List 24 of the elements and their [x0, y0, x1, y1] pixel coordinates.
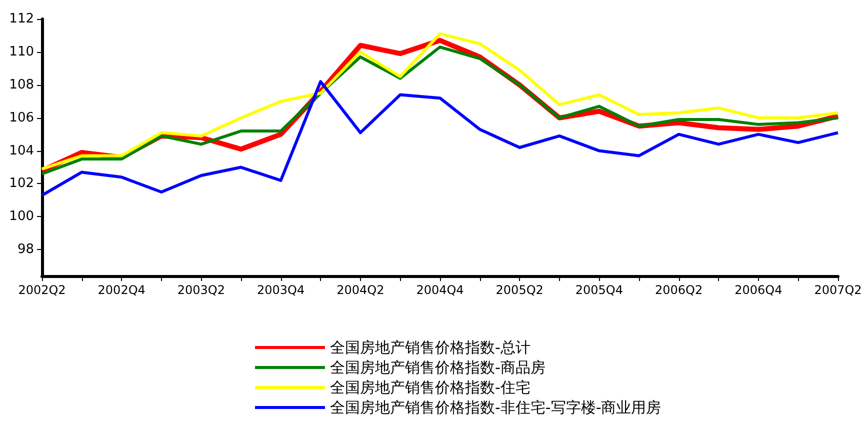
y-tick-label: 98	[17, 242, 34, 258]
x-tick-label: 2006Q2	[654, 283, 703, 297]
x-tick-label: 2006Q4	[734, 283, 782, 297]
x-tick-label: 2004Q4	[416, 283, 464, 297]
legend-label: 全国房地产销售价格指数-商品房	[330, 358, 546, 376]
y-tick-label: 108	[9, 77, 34, 92]
x-tick-label: 2005Q4	[575, 283, 624, 297]
legend-label: 全国房地产销售价格指数-总计	[330, 338, 530, 356]
y-tick-label: 110	[9, 44, 34, 60]
legend-label: 全国房地产销售价格指数-住宅	[330, 378, 530, 396]
y-tick-label: 102	[9, 176, 34, 192]
x-tick-label: 2005Q2	[496, 283, 544, 297]
legend-label: 全国房地产销售价格指数-非住宅-写字楼-商业用房	[330, 398, 662, 416]
x-tick-label: 2004Q2	[336, 283, 384, 297]
x-tick-label: 2007Q2	[814, 283, 862, 297]
y-tick-label: 104	[9, 143, 34, 158]
x-tick-label: 2003Q4	[256, 283, 305, 297]
x-tick-label: 2003Q2	[177, 283, 226, 297]
line-series	[40, 80, 840, 197]
y-tick-label: 106	[9, 110, 34, 126]
x-tick-label: 2002Q2	[18, 283, 66, 297]
y-tick-label: 112	[9, 12, 34, 26]
x-tick-label: 2002Q4	[98, 283, 146, 297]
y-tick-label: 100	[9, 209, 34, 224]
